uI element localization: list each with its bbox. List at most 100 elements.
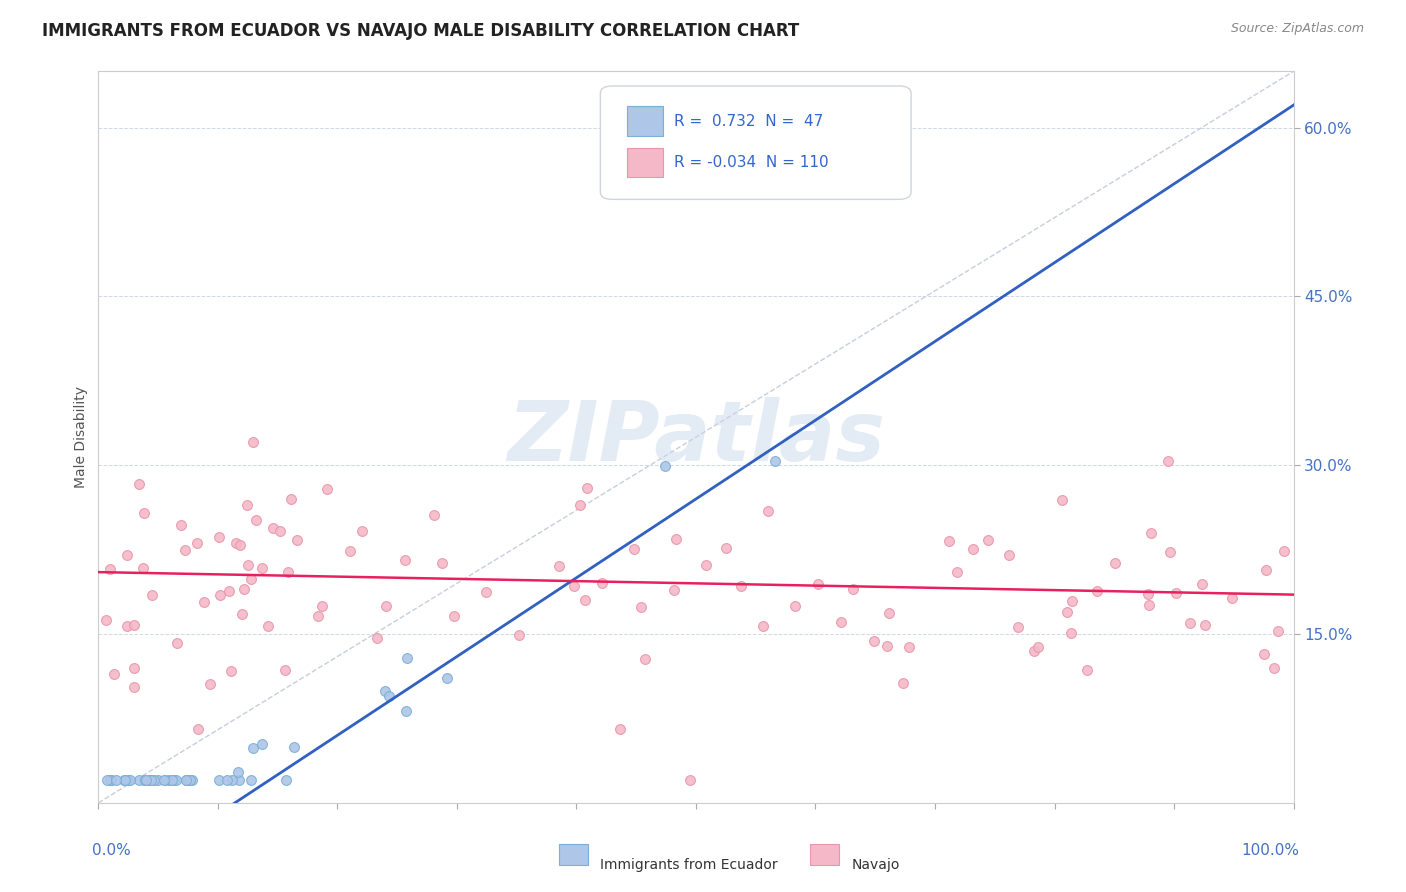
Point	[395, 651, 418, 665]
Point	[117, 773, 139, 788]
Point	[976, 533, 998, 547]
Point	[339, 544, 361, 558]
Point	[508, 628, 530, 642]
Point	[280, 492, 302, 507]
Point	[141, 773, 163, 788]
Point	[100, 773, 122, 788]
Point	[142, 773, 165, 788]
Point	[1056, 605, 1078, 619]
Point	[239, 573, 262, 587]
Point	[100, 773, 122, 788]
Text: IMMIGRANTS FROM ECUADOR VS NAVAJO MALE DISABILITY CORRELATION CHART: IMMIGRANTS FROM ECUADOR VS NAVAJO MALE D…	[42, 22, 800, 40]
Point	[157, 773, 180, 788]
Point	[262, 521, 284, 535]
Point	[946, 566, 969, 580]
Point	[274, 772, 297, 787]
Point	[1159, 545, 1181, 559]
Point	[1157, 454, 1180, 468]
Point	[879, 606, 901, 620]
Point	[1253, 647, 1275, 661]
Point	[198, 676, 221, 690]
Point	[730, 579, 752, 593]
Point	[277, 565, 299, 579]
Point	[252, 737, 274, 751]
Point	[394, 704, 416, 718]
Point	[1059, 626, 1081, 640]
Text: Navajo: Navajo	[852, 858, 900, 871]
Point	[218, 583, 240, 598]
Point	[269, 524, 291, 538]
Point	[98, 773, 121, 788]
Point	[128, 477, 150, 491]
Point	[897, 640, 920, 654]
Point	[128, 773, 150, 788]
Point	[187, 723, 209, 737]
Point	[1272, 544, 1295, 558]
Point	[654, 458, 676, 473]
Point	[142, 773, 165, 788]
Point	[378, 689, 401, 703]
Point	[166, 636, 188, 650]
Point	[374, 684, 396, 698]
Point	[114, 773, 136, 788]
Point	[112, 773, 135, 788]
Point	[311, 599, 333, 613]
Point	[547, 558, 569, 573]
Point	[1263, 661, 1285, 675]
Point	[574, 593, 596, 607]
Text: R = -0.034  N = 110: R = -0.034 N = 110	[675, 155, 830, 170]
Point	[576, 481, 599, 495]
Point	[938, 534, 960, 549]
Point	[1022, 643, 1045, 657]
Point	[177, 773, 200, 788]
Point	[366, 631, 388, 645]
Point	[998, 548, 1021, 562]
Point	[876, 640, 898, 654]
Point	[1140, 525, 1163, 540]
Point	[350, 524, 373, 538]
Point	[132, 561, 155, 575]
Point	[830, 615, 852, 629]
Point	[962, 542, 984, 557]
Point	[235, 498, 257, 512]
Point	[163, 773, 186, 788]
Point	[695, 558, 717, 572]
Point	[120, 773, 142, 788]
Point	[242, 434, 264, 449]
Point	[1194, 617, 1216, 632]
Point	[207, 773, 229, 788]
Point	[228, 773, 250, 788]
Point	[250, 561, 273, 575]
Point	[630, 599, 652, 614]
Point	[374, 599, 396, 614]
Point	[132, 773, 155, 788]
Point	[148, 773, 170, 788]
Point	[634, 652, 657, 666]
Point	[94, 613, 117, 627]
Point	[256, 619, 278, 633]
Point	[1062, 594, 1084, 608]
Point	[394, 553, 416, 567]
Point	[226, 764, 249, 779]
Point	[1220, 591, 1243, 605]
Point	[165, 773, 187, 788]
Point	[273, 663, 295, 677]
Point	[716, 541, 738, 555]
Point	[316, 482, 339, 496]
Point	[174, 773, 197, 788]
Point	[285, 533, 308, 547]
Point	[115, 548, 138, 562]
Point	[170, 518, 193, 533]
Text: R =  0.732  N =  47: R = 0.732 N = 47	[675, 113, 824, 128]
Point	[245, 513, 267, 527]
Point	[430, 556, 453, 570]
Point	[609, 722, 631, 736]
Point	[103, 667, 125, 681]
Point	[122, 618, 145, 632]
Point	[423, 508, 446, 522]
Text: 0.0%: 0.0%	[93, 843, 131, 858]
Text: Source: ZipAtlas.com: Source: ZipAtlas.com	[1230, 22, 1364, 36]
Point	[752, 618, 775, 632]
Point	[891, 676, 914, 690]
Point	[134, 773, 156, 788]
